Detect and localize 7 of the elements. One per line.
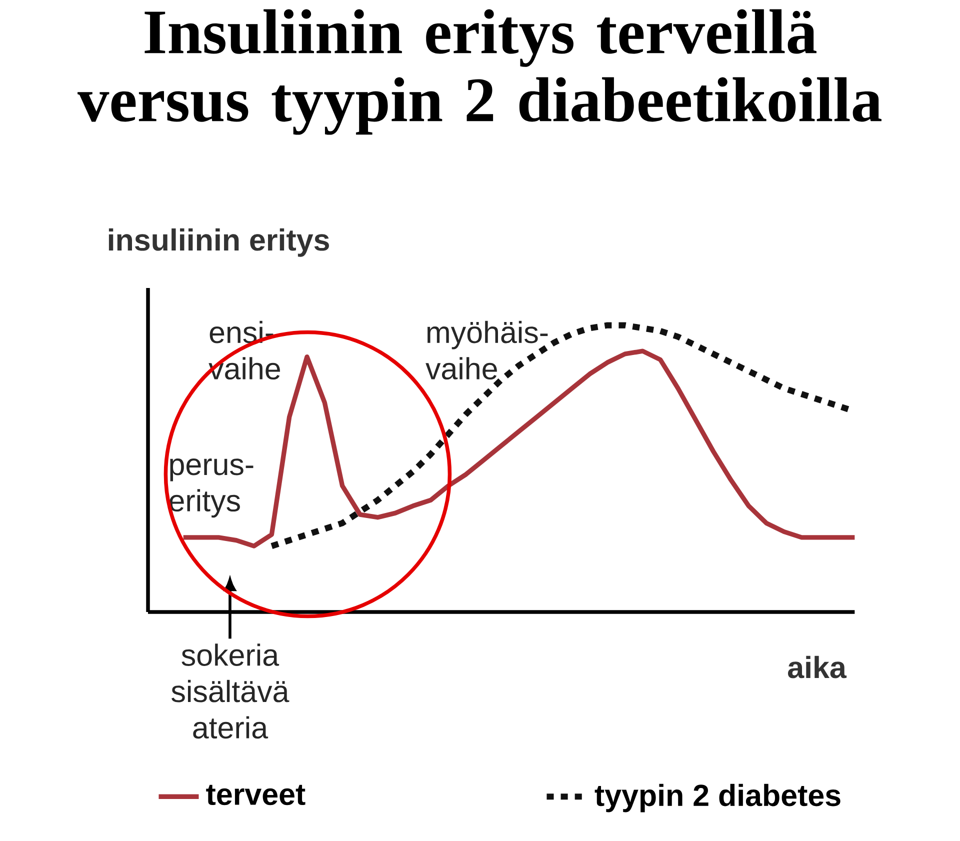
legend-label: terveet — [206, 784, 306, 806]
chart-title: Insuliinin eritys terveillä versus tyypin 2 diabeetikoilla — [78, 9, 882, 135]
text: sokeria sisältävä ateria — [172, 644, 290, 739]
x-axis-title: aika — [788, 656, 847, 678]
annotation: myöhäis-vaihe — [426, 320, 548, 380]
y-axis-title: insuliinin eritys — [108, 228, 329, 257]
legend-label: tyypin 2 diabetes — [594, 784, 840, 812]
